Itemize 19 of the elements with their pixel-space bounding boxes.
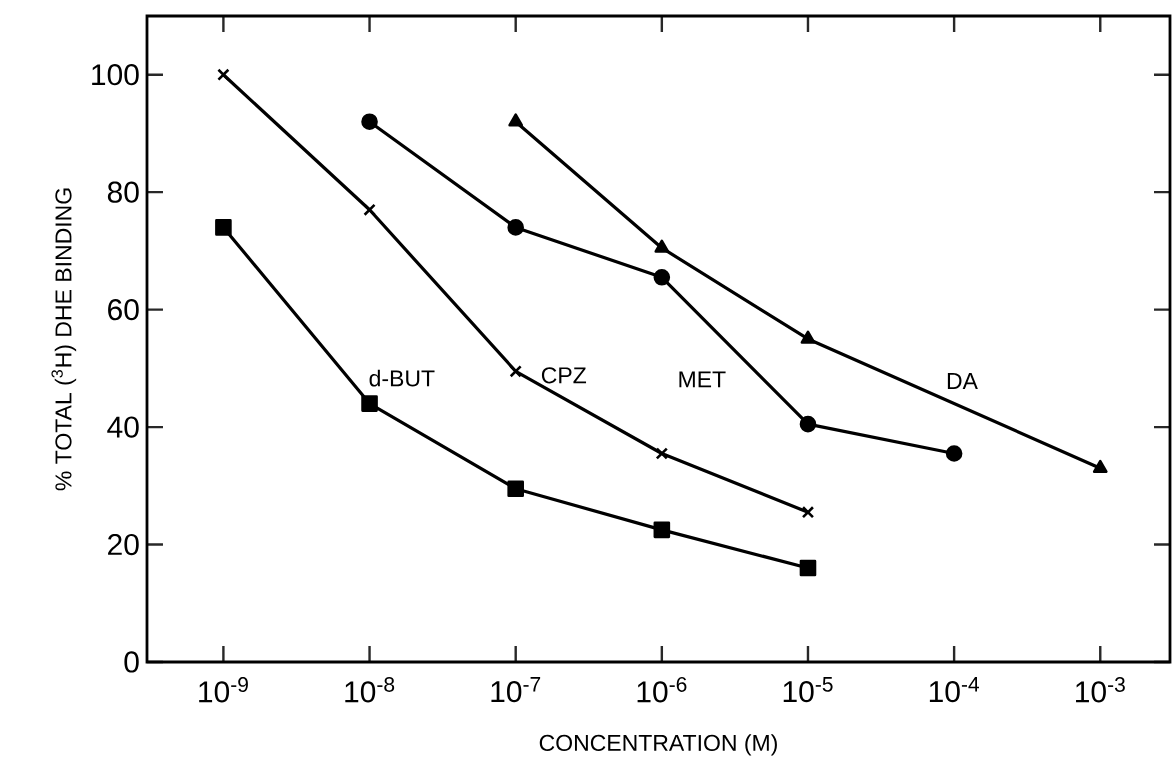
- y-tick-label: 100: [92, 64, 139, 86]
- y-tick-label: 80: [107, 181, 139, 203]
- series-label: MET: [679, 371, 726, 388]
- y-tick-label: 40: [107, 416, 139, 438]
- y-tick-label: 60: [108, 299, 139, 321]
- x-tick-label: 10$^{-9}$: [199, 677, 248, 703]
- series-label: DA: [947, 373, 978, 389]
- y-tick-label: 20: [108, 533, 139, 556]
- x-tick-label: 10$^{-8}$: [345, 677, 395, 703]
- x-tick-label: 10$^{-7}$: [491, 677, 541, 703]
- series-label: d-BUT: [369, 369, 435, 387]
- x-axis-title: CONCENTRATION (M): [539, 734, 777, 756]
- y-tick-label: 0: [124, 651, 139, 673]
- x-tick-label: 10$^{-3}$: [1076, 677, 1125, 703]
- x-tick-label: 10$^{-5}$: [783, 677, 833, 703]
- x-tick-label: 10$^{-6}$: [637, 677, 687, 703]
- series-label: CPZ: [541, 367, 587, 384]
- y-axis-title: % TOTAL ($^{3}$H) DHE BINDING: [51, 188, 77, 491]
- x-tick-label: 10$^{-4}$: [929, 677, 979, 703]
